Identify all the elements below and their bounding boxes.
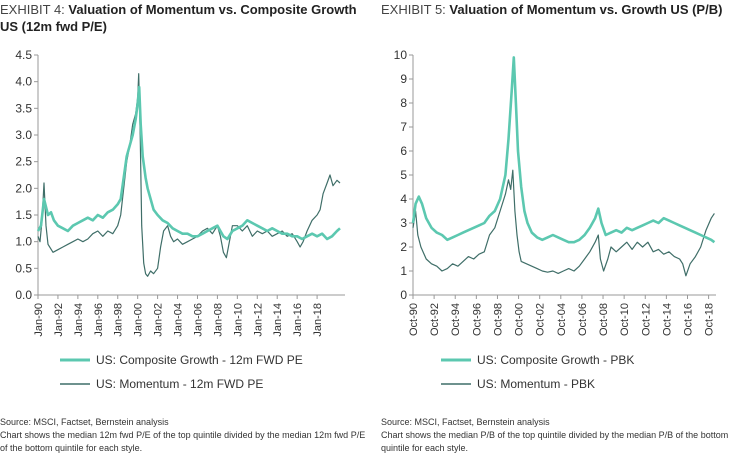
x-tick-label: Oct-12	[640, 303, 652, 336]
x-tick-label: Oct-94	[450, 303, 462, 336]
x-tick-label: Oct-08	[598, 303, 610, 336]
y-tick-label: 7	[400, 120, 407, 134]
exhibit-5-title: EXHIBIT 5: Valuation of Momentum vs. Gro…	[381, 1, 746, 18]
x-tick-label: Jan-96	[93, 303, 105, 337]
y-tick-label: 4.5	[15, 48, 32, 62]
x-tick-label: Jan-16	[292, 303, 304, 337]
y-tick-label: 9	[400, 72, 407, 86]
x-tick-label: Jan-90	[33, 303, 45, 337]
x-tick-label: Oct-00	[514, 303, 526, 336]
y-tick-label: 2	[400, 240, 407, 254]
x-tick-label: Jan-94	[73, 303, 85, 337]
x-tick-label: Jan-02	[153, 303, 165, 337]
x-tick-label: Jan-08	[212, 303, 224, 337]
exhibit-4-chart: 0.0 0.5 1.0 1.5 2.0 2.5 3.0 3.5 4.0 4.5 Jan-90 Jan-…	[15, 48, 345, 391]
x-tick-label: Oct-04	[556, 303, 568, 336]
exhibit-4-note: Chart shows the median 12m fwd P/E of th…	[0, 430, 366, 453]
exhibit-5-title-text: Valuation of Momentum vs. Growth US (P/B…	[449, 2, 723, 17]
y-tick-label: 10	[394, 48, 408, 62]
legend-label-composite: US: Composite Growth - PBK	[477, 353, 634, 367]
exhibit-5-panel: EXHIBIT 5: Valuation of Momentum vs. Gro…	[381, 0, 746, 463]
x-tick-label: Oct-06	[577, 303, 589, 336]
y-tick-label: 4	[400, 192, 407, 206]
y-tick-label: 1	[400, 264, 407, 278]
x-tick-label: Oct-90	[408, 303, 420, 336]
x-tick-label: Oct-96	[471, 303, 483, 336]
x-tick-label: Jan-12	[252, 303, 264, 337]
x-tick-label: Jan-00	[133, 303, 145, 337]
legend-label-momentum: US: Momentum - 12m FWD PE	[96, 377, 263, 391]
y-tick-label: 8	[400, 96, 407, 110]
x-tick-label: Jan-98	[113, 303, 125, 337]
y-tick-label: 2.5	[15, 155, 32, 169]
exhibit-4-title-text: Valuation of Momentum vs. Composite Grow…	[0, 2, 357, 34]
y-tick-label: 6	[400, 144, 407, 158]
y-tick-label: 4.0	[15, 75, 32, 89]
x-tick-label: Jan-10	[232, 303, 244, 337]
x-tick-label: Oct-02	[535, 303, 547, 336]
exhibit-4-source-block: Source: MSCI, Factset, Bernstein analysi…	[0, 416, 370, 455]
x-tick-label: Jan-18	[312, 303, 324, 337]
x-tick-label: Oct-92	[429, 303, 441, 336]
exhibit-5-chart: 0 1 2 3 4 5 6 7 8 9 10 Oct-90 Oct-92 Oct-94 Oct-96 Oct-…	[394, 48, 716, 391]
x-tick-label: Oct-14	[661, 303, 673, 336]
y-tick-label: 3.0	[15, 128, 32, 142]
exhibit-5-note: Chart shows the median P/B of the top qu…	[381, 430, 729, 453]
series-line-composite	[36, 85, 341, 241]
series-line-composite	[411, 56, 716, 244]
x-tick-label: Oct-18	[704, 303, 716, 336]
y-tick-label: 3	[400, 216, 407, 230]
exhibit-5-source: Source: MSCI, Factset, Bernstein analysi…	[381, 417, 550, 427]
x-tick-label: Jan-14	[272, 303, 284, 337]
series-line-momentum	[37, 73, 341, 277]
y-tick-label: 0.0	[15, 288, 32, 302]
exhibit-4-source: Source: MSCI, Factset, Bernstein analysi…	[0, 417, 169, 427]
exhibit-5-number: EXHIBIT 5:	[381, 2, 446, 17]
x-tick-label: Jan-06	[192, 303, 204, 337]
legend-label-momentum: US: Momentum - PBK	[477, 377, 595, 391]
exhibit-4-panel: EXHIBIT 4: Valuation of Momentum vs. Com…	[0, 0, 365, 463]
exhibit-4-title: EXHIBIT 4: Valuation of Momentum vs. Com…	[0, 1, 365, 35]
y-tick-label: 0	[400, 288, 407, 302]
legend-label-composite: US: Composite Growth - 12m FWD PE	[96, 353, 303, 367]
y-tick-label: 1.5	[15, 208, 32, 222]
x-tick-label: Oct-10	[619, 303, 631, 336]
x-tick-label: Oct-98	[492, 303, 504, 336]
y-tick-label: 1.0	[15, 235, 32, 249]
y-tick-label: 2.0	[15, 181, 32, 195]
y-tick-label: 5	[400, 168, 407, 182]
exhibit-4-number: EXHIBIT 4:	[0, 2, 65, 17]
x-tick-label: Oct-16	[682, 303, 694, 336]
x-tick-label: Jan-04	[173, 303, 185, 337]
x-tick-label: Jan-92	[53, 303, 65, 337]
y-tick-label: 3.5	[15, 101, 32, 115]
y-tick-label: 0.5	[15, 261, 32, 275]
series-line-momentum	[412, 169, 715, 277]
exhibit-5-source-block: Source: MSCI, Factset, Bernstein analysi…	[381, 416, 750, 455]
